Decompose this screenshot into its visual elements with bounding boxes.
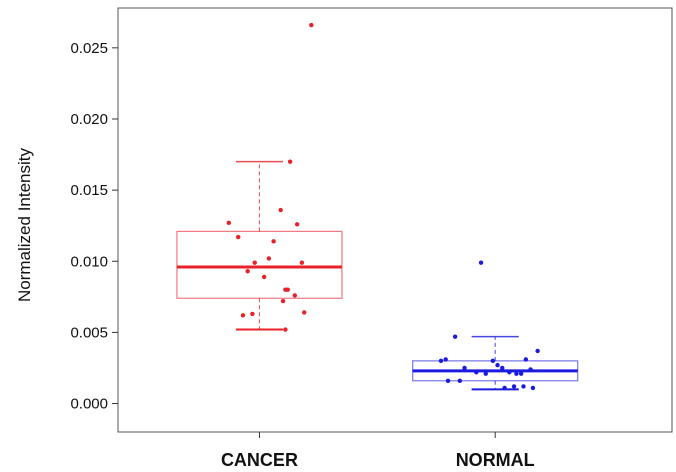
y-tick-label: 0.020 [70, 111, 108, 128]
normal-data-point [443, 357, 448, 362]
cancer-data-point [245, 269, 250, 274]
x-tick-label: CANCER [221, 450, 298, 470]
normal-data-point [445, 378, 451, 383]
y-tick-label: 0.010 [70, 253, 108, 270]
cancer-data-point [261, 274, 267, 280]
cancer-data-point [287, 159, 293, 164]
normal-data-point [523, 357, 529, 362]
cancer-data-point [280, 298, 286, 304]
cancer-data-point [271, 239, 276, 244]
normal-data-point [438, 358, 444, 364]
y-tick-label: 0.000 [70, 396, 108, 413]
plot-frame [117, 7, 673, 433]
normal-data-point [511, 384, 517, 389]
cancer-data-point [292, 293, 298, 298]
cancer-data-point [236, 234, 241, 240]
cancer-data-point [278, 207, 283, 213]
cancer-data-point [283, 327, 288, 332]
normal-data-point [474, 370, 479, 375]
cancer-data-point [302, 310, 307, 315]
normal-data-point [502, 385, 507, 391]
cancer-data-point [309, 22, 314, 28]
normal-data-point [457, 378, 463, 383]
normal-data-point [462, 365, 467, 371]
normal-data-point [528, 367, 533, 372]
y-tick-label: 0.025 [70, 40, 108, 57]
normal-data-point [530, 385, 536, 391]
normal-data-point [452, 334, 458, 339]
normal-data-point [478, 260, 484, 265]
normal-data-point [500, 365, 505, 371]
y-tick-label: 0.015 [70, 182, 108, 199]
normal-data-point [514, 371, 519, 376]
normal-data-point [483, 371, 488, 376]
cancer-data-point [299, 260, 305, 265]
cancer-data-point [266, 256, 272, 261]
cancer-data-point [226, 220, 231, 226]
cancer-data-point [294, 222, 300, 227]
y-axis-label: Normalized Intensity [15, 148, 34, 303]
normal-data-point [521, 384, 526, 389]
x-tick-label: NORMAL [456, 450, 535, 470]
normal-data-point [495, 362, 500, 368]
cancer-box [176, 230, 343, 299]
normal-data-point [507, 370, 512, 375]
normal-data-point [535, 348, 540, 354]
cancer-data-point [285, 287, 290, 292]
cancer-data-point [250, 311, 255, 317]
normal-data-point [490, 358, 496, 364]
cancer-data-point [252, 260, 257, 265]
cancer-data-point [240, 313, 246, 318]
normal-data-point [518, 371, 524, 376]
y-tick-label: 0.005 [70, 324, 108, 341]
